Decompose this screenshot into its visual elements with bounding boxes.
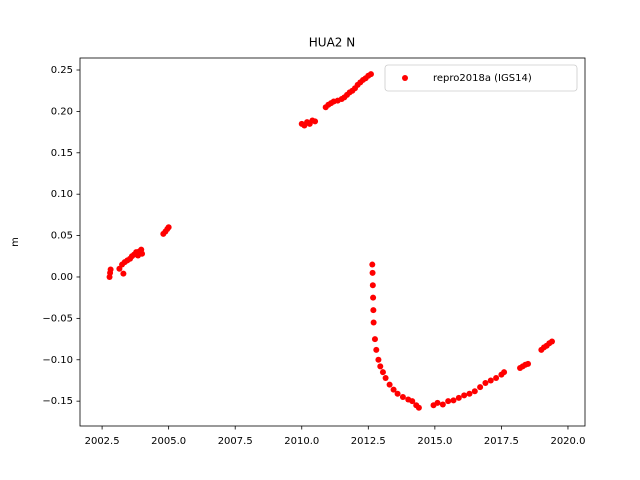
data-point	[370, 319, 377, 326]
y-tick-label: 0.05	[51, 231, 73, 242]
data-point	[371, 336, 378, 343]
legend-label: repro2018a (IGS14)	[433, 73, 532, 84]
chart-title: HUA2 N	[309, 36, 355, 50]
x-tick-label: 2017.5	[484, 436, 519, 447]
y-tick-label: 0.10	[51, 189, 73, 200]
data-point	[434, 399, 441, 406]
y-axis-label: m	[10, 237, 21, 247]
x-tick-label: 2012.5	[351, 436, 386, 447]
data-point	[107, 266, 114, 273]
data-point	[394, 390, 401, 397]
legend-marker	[402, 75, 408, 81]
data-point	[369, 261, 376, 268]
data-point	[450, 397, 457, 404]
data-point	[390, 386, 397, 393]
x-tick-label: 2002.5	[85, 436, 120, 447]
data-point	[312, 118, 319, 125]
data-point	[377, 363, 384, 370]
data-point	[439, 401, 446, 408]
data-point	[525, 360, 532, 367]
data-point	[482, 379, 489, 386]
legend-box	[384, 64, 578, 92]
data-point	[373, 346, 380, 353]
y-tick-label: −0.15	[42, 396, 73, 407]
data-point	[493, 374, 500, 381]
data-point	[415, 404, 422, 411]
data-point	[120, 270, 127, 277]
data-point	[501, 369, 508, 376]
data-point	[375, 356, 382, 363]
data-point	[471, 388, 478, 395]
y-tick-label: 0.25	[51, 65, 73, 76]
x-tick-label: 2020.0	[550, 436, 585, 447]
y-tick-label: 0.20	[51, 106, 73, 117]
data-point	[386, 381, 393, 388]
data-point	[369, 282, 376, 289]
data-point	[477, 384, 484, 391]
data-point	[409, 398, 416, 405]
data-point	[139, 250, 146, 257]
y-tick-label: 0.15	[51, 148, 73, 159]
y-tick-label: 0.00	[51, 272, 73, 283]
x-tick-label: 2007.5	[218, 436, 253, 447]
data-point	[455, 394, 462, 401]
y-tick-label: −0.10	[42, 355, 73, 366]
data-point	[379, 369, 386, 376]
data-point	[382, 374, 389, 381]
data-point	[399, 394, 406, 401]
y-tick-label: −0.05	[42, 313, 73, 324]
data-point	[370, 294, 377, 301]
data-point	[487, 377, 494, 384]
data-point	[461, 392, 468, 399]
data-point	[370, 307, 377, 314]
axes-frame	[79, 57, 586, 427]
x-tick-label: 2015.0	[417, 436, 452, 447]
x-tick-label: 2005.0	[151, 436, 186, 447]
data-point	[466, 390, 473, 397]
x-tick-label: 2010.0	[284, 436, 319, 447]
data-point	[367, 71, 374, 78]
data-point	[548, 338, 555, 345]
data-point	[369, 269, 376, 276]
data-point	[165, 224, 172, 231]
data-point	[445, 398, 452, 405]
